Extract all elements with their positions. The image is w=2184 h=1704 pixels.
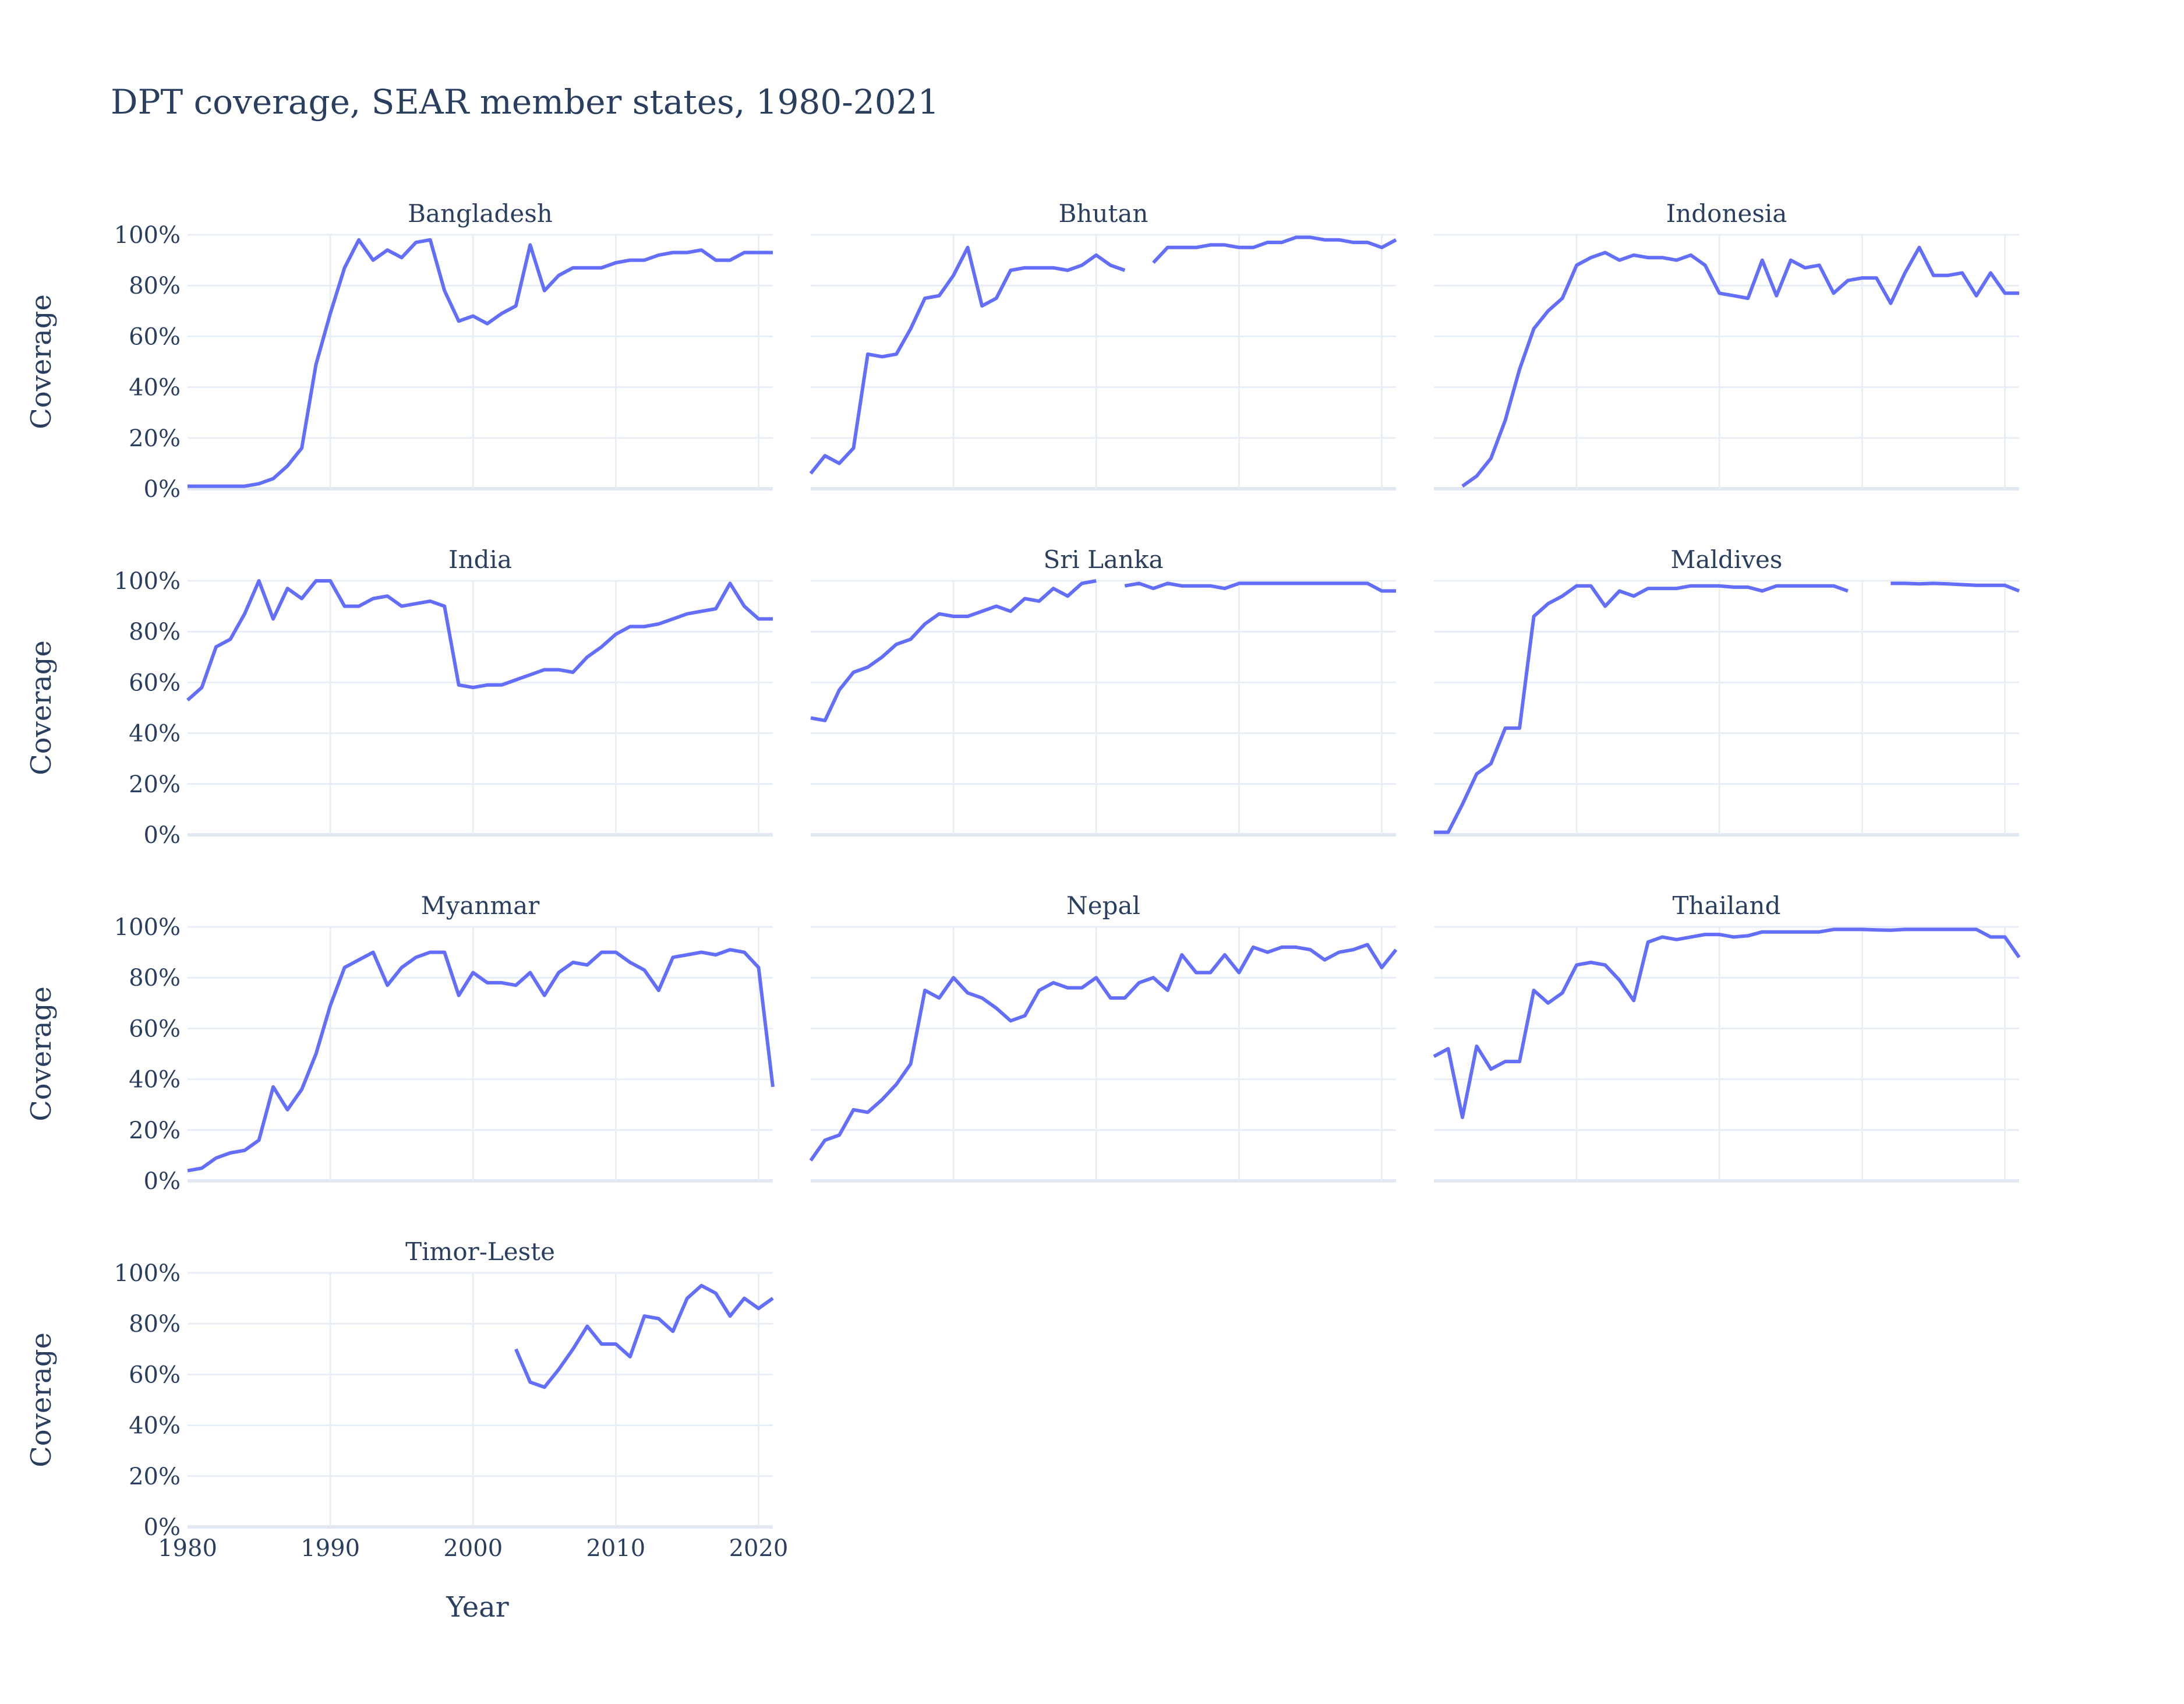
panel-title: Thailand: [1673, 891, 1781, 920]
panel-title: Nepal: [1066, 891, 1140, 920]
y-tick-label: 60%: [129, 1015, 181, 1042]
y-tick-label: 40%: [129, 375, 181, 401]
y-tick-label: 80%: [129, 965, 181, 992]
y-tick-label: 20%: [129, 1463, 181, 1490]
y-tick-label: 100%: [114, 222, 181, 249]
y-tick-label: 20%: [129, 1117, 181, 1144]
y-tick-label: 100%: [114, 568, 181, 595]
y-tick-label: 60%: [129, 323, 181, 350]
series-line-nepal: [809, 943, 1398, 1162]
series-line-indonesia: [1461, 245, 2019, 488]
y-tick-label: 20%: [129, 771, 181, 798]
panel-bangladesh: 0% 20% 40% 60% 80% 100% Coverage Bangladesh: [25, 199, 773, 503]
y-tick-label: 20%: [129, 425, 181, 452]
panel-thailand: Thailand: [1433, 891, 2021, 1183]
y-tick-label: 0%: [144, 1514, 181, 1541]
y-tick-label: 80%: [129, 273, 181, 299]
panel-title: Indonesia: [1666, 199, 1787, 228]
panel-title: Bhutan: [1059, 199, 1148, 228]
series-line-timor-leste: [514, 1283, 774, 1389]
series-line-maldives: [1434, 581, 2020, 834]
x-tick-label: 2000: [443, 1535, 503, 1562]
y-tick-label: 60%: [129, 669, 181, 696]
panel-nepal: Nepal: [809, 891, 1398, 1183]
panel-title: Bangladesh: [408, 199, 553, 228]
series-line-sri-lanka: [810, 579, 1396, 722]
x-tick-label: 1990: [301, 1535, 360, 1562]
panel-title: India: [448, 545, 512, 574]
series-line-myanmar: [187, 948, 775, 1173]
series-line-india: [186, 579, 773, 702]
panel-india: 0% 20% 40% 60% 80% 100% Coverage India: [25, 545, 773, 849]
x-tick-label: 2010: [586, 1535, 645, 1562]
y-tick-label: 100%: [114, 914, 181, 941]
series-line-bangladesh: [188, 238, 773, 488]
panel-title: Timor-Leste: [405, 1237, 555, 1266]
panel-myanmar: 0% 20% 40% 60% 80% 100% Coverage Myanmar: [25, 891, 775, 1195]
y-tick-label: 40%: [129, 1067, 181, 1093]
y-axis-title: Coverage: [25, 1332, 58, 1467]
series-line-bhutan: [809, 235, 1397, 475]
y-axis-title: Coverage: [25, 294, 58, 429]
y-tick-label: 40%: [129, 1413, 181, 1440]
panel-title: Sri Lanka: [1043, 545, 1163, 574]
y-tick-label: 80%: [129, 619, 181, 645]
x-axis-title: Year: [446, 1591, 509, 1624]
chart-title: DPT coverage, SEAR member states, 1980-2…: [111, 82, 939, 122]
x-tick-label: 1980: [158, 1535, 217, 1562]
y-axis-title: Coverage: [25, 986, 58, 1121]
y-tick-label: 40%: [129, 721, 181, 747]
y-tick-label: 100%: [114, 1260, 181, 1287]
y-tick-label: 80%: [129, 1311, 181, 1338]
panel-bhutan: Bhutan: [809, 199, 1397, 491]
facet-panels: 0% 20% 40% 60% 80% 100% Coverage Bangladesh Bhut…: [25, 199, 2021, 1562]
y-tick-label: 0%: [144, 476, 181, 503]
panel-title: Maldives: [1671, 545, 1783, 574]
panel-sri-lanka: Sri Lanka: [810, 545, 1396, 837]
series-line-thailand: [1433, 927, 2021, 1119]
panel-timor-leste: 0% 20% 40% 60% 80% 100% Coverage 1980 1990 2000 20…: [25, 1237, 788, 1562]
y-tick-label: 0%: [144, 822, 181, 849]
panel-maldives: Maldives: [1434, 545, 2020, 837]
panel-indonesia: Indonesia: [1434, 199, 2019, 491]
y-tick-label: 0%: [144, 1168, 181, 1195]
y-axis-title: Coverage: [25, 640, 58, 775]
panel-title: Myanmar: [421, 891, 540, 920]
y-tick-label: 60%: [129, 1361, 181, 1388]
x-tick-label: 2020: [729, 1535, 789, 1562]
